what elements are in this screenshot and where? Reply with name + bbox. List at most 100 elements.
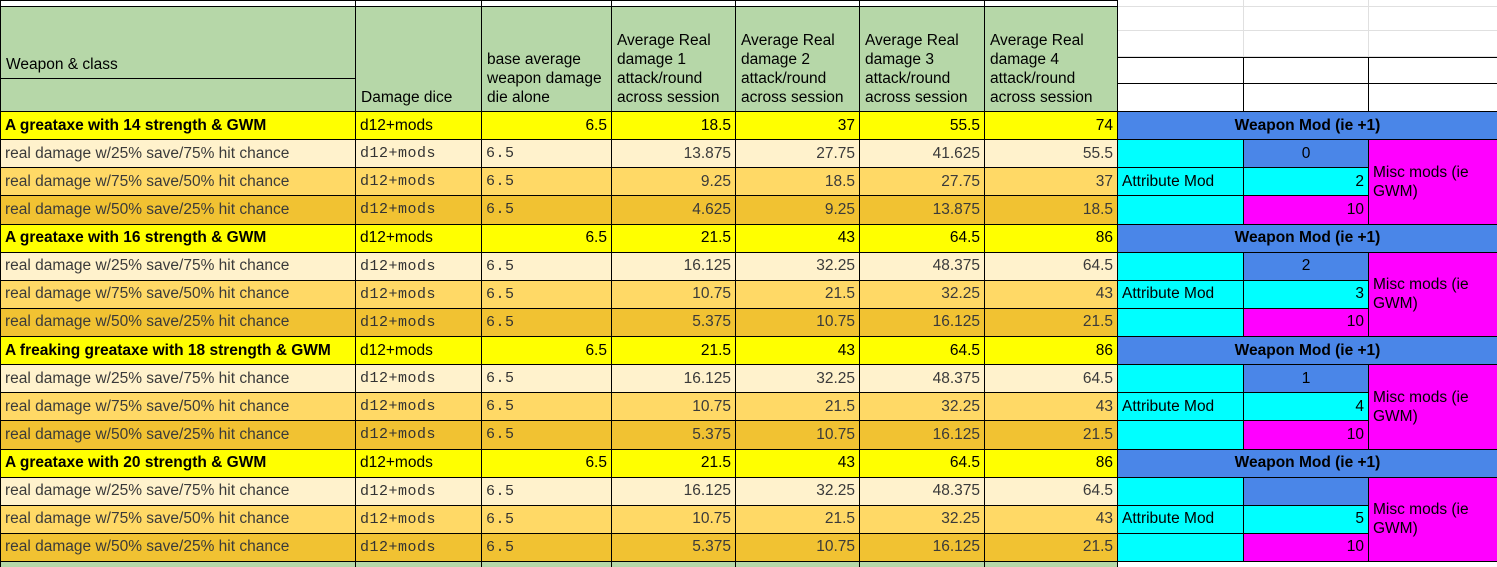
damage-dice-cell[interactable]: d12+mods: [356, 168, 482, 197]
avg-damage-2-cell[interactable]: 18.5: [736, 168, 860, 197]
misc-mod-value-cell[interactable]: 10: [1244, 196, 1369, 225]
empty-cell[interactable]: [1118, 252, 1244, 281]
base-damage-cell[interactable]: 6.5: [482, 505, 612, 534]
avg-damage-2-cell[interactable]: 21.5: [736, 393, 860, 422]
empty-cell[interactable]: [1118, 365, 1244, 394]
base-damage-cell[interactable]: 6.5: [482, 393, 612, 422]
avg-damage-4-cell[interactable]: 21.5: [985, 533, 1118, 562]
avg-damage-2-cell[interactable]: 43: [736, 337, 860, 366]
base-damage-cell[interactable]: 6.5: [482, 252, 612, 281]
empty-cell[interactable]: [1118, 7, 1244, 31]
misc-mods-label-cell[interactable]: Misc mods (ie GWM): [1369, 252, 1497, 337]
attribute-mod-value-cell[interactable]: 3: [1244, 280, 1369, 309]
weapon-row-label-cell[interactable]: A freaking greataxe with 18 strength & G…: [1, 337, 356, 366]
damage-dice-cell[interactable]: d12+mods: [356, 224, 482, 253]
empty-bordered-cell[interactable]: [1369, 84, 1497, 112]
header-empty-cell[interactable]: [1, 79, 356, 112]
empty-cell[interactable]: [1118, 0, 1244, 7]
misc-mods-label-cell[interactable]: Misc mods (ie GWM): [1369, 365, 1497, 450]
avg-damage-4-cell[interactable]: 64.5: [985, 252, 1118, 281]
avg-damage-4-cell[interactable]: 86: [985, 337, 1118, 366]
avg-damage-2-cell[interactable]: 10.75: [736, 308, 860, 337]
avg-damage-3-cell[interactable]: 13.875: [860, 196, 985, 225]
damage-dice-cell[interactable]: d12+mods: [356, 365, 482, 394]
avg-damage-2-cell[interactable]: 32.25: [736, 252, 860, 281]
scenario-row-label-cell[interactable]: real damage w/75% save/50% hit chance: [1, 393, 356, 422]
empty-cell[interactable]: [1369, 7, 1497, 31]
base-damage-cell[interactable]: 6.5: [482, 449, 612, 478]
empty-cell[interactable]: [1369, 31, 1497, 57]
misc-mods-label-cell[interactable]: Misc mods (ie GWM): [1369, 477, 1497, 562]
avg-damage-1-cell[interactable]: 21.5: [612, 224, 736, 253]
base-damage-cell[interactable]: 6.5: [482, 308, 612, 337]
avg-damage-1-cell[interactable]: 10.75: [612, 280, 736, 309]
base-damage-cell[interactable]: 6.5: [482, 533, 612, 562]
avg-damage-1-cell[interactable]: 10.75: [612, 393, 736, 422]
base-damage-cell[interactable]: 6.5: [482, 421, 612, 450]
avg-damage-1-cell[interactable]: 5.375: [612, 308, 736, 337]
avg-damage-4-cell[interactable]: 86: [985, 449, 1118, 478]
avg-damage-2-cell[interactable]: 32.25: [736, 477, 860, 506]
attribute-mod-value-cell[interactable]: 2: [1244, 168, 1369, 197]
weapon-row-label-cell[interactable]: A greataxe with 14 strength & GWM: [1, 112, 356, 141]
base-damage-cell[interactable]: 6.5: [482, 224, 612, 253]
avg-damage-1-cell[interactable]: 5.375: [612, 421, 736, 450]
base-damage-cell[interactable]: 6.5: [482, 112, 612, 141]
header-cell-avg-damage-4[interactable]: Average Real damage 4 attack/round acros…: [985, 7, 1118, 112]
weapon-mod-value-cell[interactable]: 0: [1244, 140, 1369, 169]
avg-damage-3-cell[interactable]: 64.5: [860, 449, 985, 478]
empty-bordered-cell[interactable]: [1369, 57, 1497, 84]
damage-dice-cell[interactable]: d12+mods: [356, 140, 482, 169]
base-damage-cell[interactable]: 6.5: [482, 337, 612, 366]
empty-cell[interactable]: [1118, 421, 1244, 450]
attribute-mod-value-cell[interactable]: 5: [1244, 505, 1369, 534]
avg-damage-3-cell[interactable]: 32.25: [860, 393, 985, 422]
avg-damage-2-cell[interactable]: 43: [736, 449, 860, 478]
scenario-row-label-cell[interactable]: real damage w/75% save/50% hit chance: [1, 505, 356, 534]
avg-damage-4-cell[interactable]: 37: [985, 168, 1118, 197]
damage-dice-cell[interactable]: d12+mods: [356, 505, 482, 534]
avg-damage-2-cell[interactable]: 10.75: [736, 421, 860, 450]
empty-cell[interactable]: [1118, 533, 1244, 562]
avg-damage-1-cell[interactable]: 16.125: [612, 252, 736, 281]
empty-cell[interactable]: [1118, 140, 1244, 169]
avg-damage-4-cell[interactable]: 43: [985, 393, 1118, 422]
header-cell-weapon-class[interactable]: Weapon & class: [1, 7, 356, 79]
base-damage-cell[interactable]: 6.5: [482, 140, 612, 169]
avg-damage-1-cell[interactable]: 9.25: [612, 168, 736, 197]
weapon-mod-value-cell[interactable]: [1244, 477, 1369, 506]
base-damage-cell[interactable]: 6.5: [482, 365, 612, 394]
damage-dice-cell[interactable]: d12+mods: [356, 533, 482, 562]
damage-dice-cell[interactable]: d12+mods: [356, 252, 482, 281]
empty-bordered-cell[interactable]: [1244, 84, 1369, 112]
avg-damage-4-cell[interactable]: 64.5: [985, 365, 1118, 394]
avg-damage-3-cell[interactable]: 41.625: [860, 140, 985, 169]
avg-damage-3-cell[interactable]: 48.375: [860, 365, 985, 394]
weapon-mod-header-cell[interactable]: Weapon Mod (ie +1): [1118, 449, 1497, 478]
avg-damage-1-cell[interactable]: 16.125: [612, 365, 736, 394]
attribute-mod-label-cell[interactable]: Attribute Mod: [1118, 280, 1244, 309]
header-cell-avg-damage-2[interactable]: Average Real damage 2 attack/round acros…: [736, 7, 860, 112]
attribute-mod-label-cell[interactable]: Attribute Mod: [1118, 393, 1244, 422]
empty-bordered-cell[interactable]: [1118, 84, 1244, 112]
avg-damage-2-cell[interactable]: 21.5: [736, 505, 860, 534]
damage-dice-cell[interactable]: d12+mods: [356, 196, 482, 225]
base-damage-cell[interactable]: 6.5: [482, 168, 612, 197]
base-damage-cell[interactable]: 6.5: [482, 196, 612, 225]
avg-damage-2-cell[interactable]: 21.5: [736, 280, 860, 309]
avg-damage-3-cell[interactable]: 32.25: [860, 280, 985, 309]
scenario-row-label-cell[interactable]: real damage w/50% save/25% hit chance: [1, 421, 356, 450]
damage-dice-cell[interactable]: d12+mods: [356, 477, 482, 506]
avg-damage-2-cell[interactable]: 37: [736, 112, 860, 141]
misc-mod-value-cell[interactable]: 10: [1244, 421, 1369, 450]
damage-dice-cell[interactable]: d12+mods: [356, 112, 482, 141]
avg-damage-1-cell[interactable]: 21.5: [612, 449, 736, 478]
attribute-mod-value-cell[interactable]: 4: [1244, 393, 1369, 422]
scenario-row-label-cell[interactable]: real damage w/50% save/25% hit chance: [1, 196, 356, 225]
scenario-row-label-cell[interactable]: real damage w/25% save/75% hit chance: [1, 252, 356, 281]
avg-damage-3-cell[interactable]: 16.125: [860, 308, 985, 337]
weapon-row-label-cell[interactable]: A greataxe with 20 strength & GWM: [1, 449, 356, 478]
empty-cell[interactable]: [1118, 31, 1244, 57]
avg-damage-4-cell[interactable]: 21.5: [985, 308, 1118, 337]
avg-damage-4-cell[interactable]: 21.5: [985, 421, 1118, 450]
